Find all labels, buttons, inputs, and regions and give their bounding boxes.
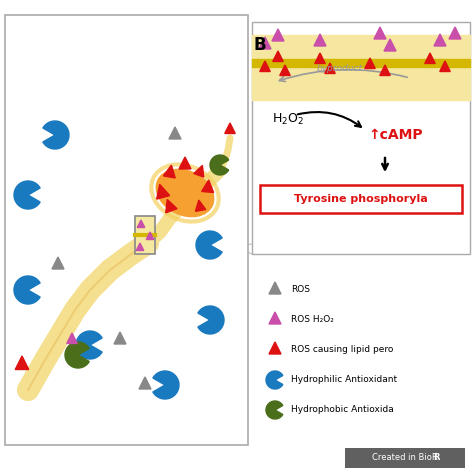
Polygon shape: [266, 371, 283, 389]
Polygon shape: [365, 58, 375, 69]
Text: Tyrosine phosphoryla: Tyrosine phosphoryla: [294, 194, 428, 204]
Polygon shape: [315, 53, 325, 64]
Polygon shape: [52, 257, 64, 269]
Polygon shape: [374, 27, 386, 39]
Polygon shape: [201, 180, 214, 192]
Polygon shape: [153, 371, 179, 399]
Polygon shape: [380, 65, 390, 75]
Text: R: R: [434, 454, 440, 463]
Polygon shape: [280, 65, 290, 75]
Polygon shape: [269, 282, 281, 294]
Text: byproduct: byproduct: [317, 64, 363, 73]
Polygon shape: [260, 61, 270, 72]
Polygon shape: [198, 306, 224, 334]
Text: ROS causing lipid pero: ROS causing lipid pero: [291, 346, 393, 355]
Text: Created in BioR: Created in BioR: [372, 454, 438, 463]
Bar: [345, 448, 465, 468]
Ellipse shape: [156, 169, 214, 217]
Polygon shape: [269, 312, 281, 324]
Polygon shape: [166, 200, 177, 213]
Polygon shape: [449, 27, 461, 39]
Polygon shape: [273, 51, 283, 62]
Polygon shape: [272, 29, 284, 41]
Polygon shape: [259, 37, 271, 49]
Polygon shape: [114, 332, 126, 344]
Bar: [135, 216, 155, 254]
Polygon shape: [210, 155, 228, 175]
Polygon shape: [15, 356, 29, 370]
Polygon shape: [225, 123, 235, 134]
Polygon shape: [194, 165, 204, 177]
Text: ↑cAMP: ↑cAMP: [368, 128, 423, 142]
Polygon shape: [164, 165, 175, 178]
Polygon shape: [67, 333, 77, 344]
Text: Hydrophobic Antioxida: Hydrophobic Antioxida: [291, 405, 394, 414]
Polygon shape: [434, 34, 446, 46]
Polygon shape: [169, 127, 181, 139]
Bar: [260, 185, 462, 213]
Polygon shape: [196, 231, 222, 259]
Polygon shape: [137, 220, 145, 228]
Polygon shape: [156, 184, 170, 199]
Polygon shape: [179, 157, 191, 169]
Polygon shape: [440, 61, 450, 72]
Polygon shape: [14, 276, 40, 304]
Polygon shape: [146, 232, 154, 239]
Polygon shape: [195, 200, 206, 211]
Text: ROS: ROS: [291, 285, 310, 294]
Text: B: B: [254, 36, 266, 54]
Polygon shape: [43, 121, 69, 149]
Text: ROS H₂O₂: ROS H₂O₂: [291, 316, 334, 325]
Text: Hydrophilic Antioxidant: Hydrophilic Antioxidant: [291, 375, 397, 384]
Polygon shape: [136, 243, 144, 250]
Polygon shape: [65, 342, 89, 368]
Polygon shape: [425, 53, 435, 64]
Polygon shape: [139, 377, 151, 389]
Polygon shape: [14, 181, 40, 209]
Polygon shape: [325, 63, 335, 73]
Polygon shape: [76, 331, 102, 359]
Polygon shape: [269, 342, 281, 354]
Polygon shape: [266, 401, 283, 419]
Bar: [5, 15, 248, 445]
Text: H$_2$O$_2$: H$_2$O$_2$: [272, 112, 304, 127]
Polygon shape: [314, 34, 326, 46]
Polygon shape: [384, 39, 396, 51]
Bar: [252, 22, 470, 254]
